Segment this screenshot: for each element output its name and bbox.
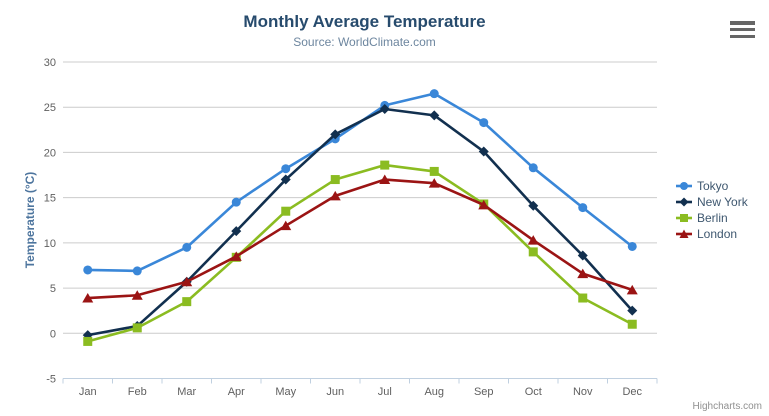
x-axis-label: Sep — [474, 386, 494, 398]
series-line-berlin[interactable] — [86, 163, 634, 343]
x-axis-label: Feb — [128, 386, 147, 398]
x-axis-label: Aug — [424, 386, 444, 398]
x-axis-label: May — [275, 386, 296, 398]
point-london-jul[interactable] — [379, 174, 391, 185]
point-berlin-jan[interactable] — [83, 336, 93, 346]
legend-label: New York — [697, 195, 748, 209]
point-new-york-oct[interactable] — [528, 200, 539, 211]
point-berlin-mar[interactable] — [182, 297, 192, 307]
point-london-jun[interactable] — [329, 190, 341, 201]
point-london-jan[interactable] — [82, 293, 94, 303]
point-london-may[interactable] — [280, 220, 292, 231]
point-tokyo-feb[interactable] — [132, 266, 142, 276]
x-axis-label: Dec — [622, 386, 642, 398]
point-berlin-jun[interactable] — [330, 175, 340, 185]
credits-link[interactable]: Highcharts.com — [692, 401, 762, 412]
y-axis-label: 20 — [44, 147, 56, 159]
point-new-york-jul[interactable] — [379, 104, 390, 115]
point-tokyo-dec[interactable] — [627, 241, 637, 251]
point-new-york-may[interactable] — [280, 174, 291, 185]
y-axis-label: 15 — [44, 193, 56, 205]
triangle-legend-marker-icon — [676, 229, 692, 238]
y-axis-label: 0 — [50, 328, 56, 340]
series-line-new-york[interactable] — [86, 107, 634, 337]
point-london-sep[interactable] — [478, 199, 490, 210]
point-tokyo-nov[interactable] — [578, 203, 588, 213]
point-tokyo-oct[interactable] — [528, 163, 538, 173]
hamburger-icon-bar — [730, 27, 755, 32]
point-tokyo-jan[interactable] — [83, 265, 93, 275]
point-new-york-apr[interactable] — [231, 226, 242, 237]
legend-label: London — [697, 227, 738, 241]
chart-subtitle: Source: WorldClimate.com — [293, 35, 436, 49]
x-axis-label: Oct — [525, 386, 542, 398]
point-london-oct[interactable] — [527, 235, 539, 245]
hamburger-icon-bar — [730, 21, 755, 25]
point-london-feb[interactable] — [131, 290, 143, 300]
x-axis-label: Jan — [79, 386, 97, 398]
y-axis-label: 5 — [50, 283, 56, 295]
legend-label: Tokyo — [697, 179, 729, 193]
export-menu-button[interactable] — [730, 21, 755, 38]
y-axis-label: 10 — [44, 238, 56, 250]
point-tokyo-apr[interactable] — [231, 197, 241, 207]
point-berlin-jul[interactable] — [380, 160, 390, 170]
y-axis-label: 30 — [44, 57, 56, 69]
point-london-mar[interactable] — [181, 276, 193, 287]
square-legend-marker-icon — [676, 214, 692, 222]
circle-legend-marker-icon — [676, 182, 692, 190]
legend-label: Berlin — [697, 211, 728, 225]
point-tokyo-may[interactable] — [281, 164, 291, 174]
point-berlin-oct[interactable] — [528, 247, 538, 257]
series-line-london[interactable] — [86, 178, 634, 300]
point-tokyo-mar[interactable] — [182, 242, 192, 252]
y-axis-label: -5 — [46, 374, 56, 386]
point-tokyo-aug[interactable] — [429, 89, 439, 99]
legend-item-berlin[interactable]: Berlin — [676, 210, 748, 226]
point-berlin-may[interactable] — [281, 206, 291, 216]
point-new-york-nov[interactable] — [577, 250, 588, 261]
point-new-york-jun[interactable] — [330, 129, 341, 140]
hamburger-icon-bar — [730, 34, 755, 38]
legend-item-new-york[interactable]: New York — [676, 194, 748, 210]
legend-item-london[interactable]: London — [676, 226, 748, 242]
x-axis-label: Apr — [228, 386, 245, 398]
point-london-dec[interactable] — [626, 284, 638, 295]
x-axis-label: Mar — [177, 386, 196, 398]
point-new-york-sep[interactable] — [478, 146, 489, 157]
x-axis-label: Jul — [378, 386, 392, 398]
point-london-nov[interactable] — [577, 268, 589, 279]
point-london-apr[interactable] — [230, 251, 242, 261]
point-berlin-dec[interactable] — [627, 319, 637, 329]
point-new-york-dec[interactable] — [627, 305, 638, 316]
y-axis-label: 25 — [44, 102, 56, 114]
point-new-york-aug[interactable] — [429, 110, 440, 121]
point-berlin-nov[interactable] — [578, 293, 588, 303]
x-axis-label: Nov — [573, 386, 593, 398]
point-tokyo-sep[interactable] — [479, 118, 489, 128]
diamond-legend-marker-icon — [676, 197, 692, 207]
x-axis-label: Jun — [326, 386, 344, 398]
point-london-aug[interactable] — [428, 178, 440, 188]
legend-item-tokyo[interactable]: Tokyo — [676, 178, 748, 194]
point-berlin-feb[interactable] — [132, 323, 142, 333]
chart-title: Monthly Average Temperature — [243, 12, 486, 31]
legend: Tokyo New York Berlin London — [676, 178, 748, 242]
point-berlin-aug[interactable] — [429, 166, 439, 176]
